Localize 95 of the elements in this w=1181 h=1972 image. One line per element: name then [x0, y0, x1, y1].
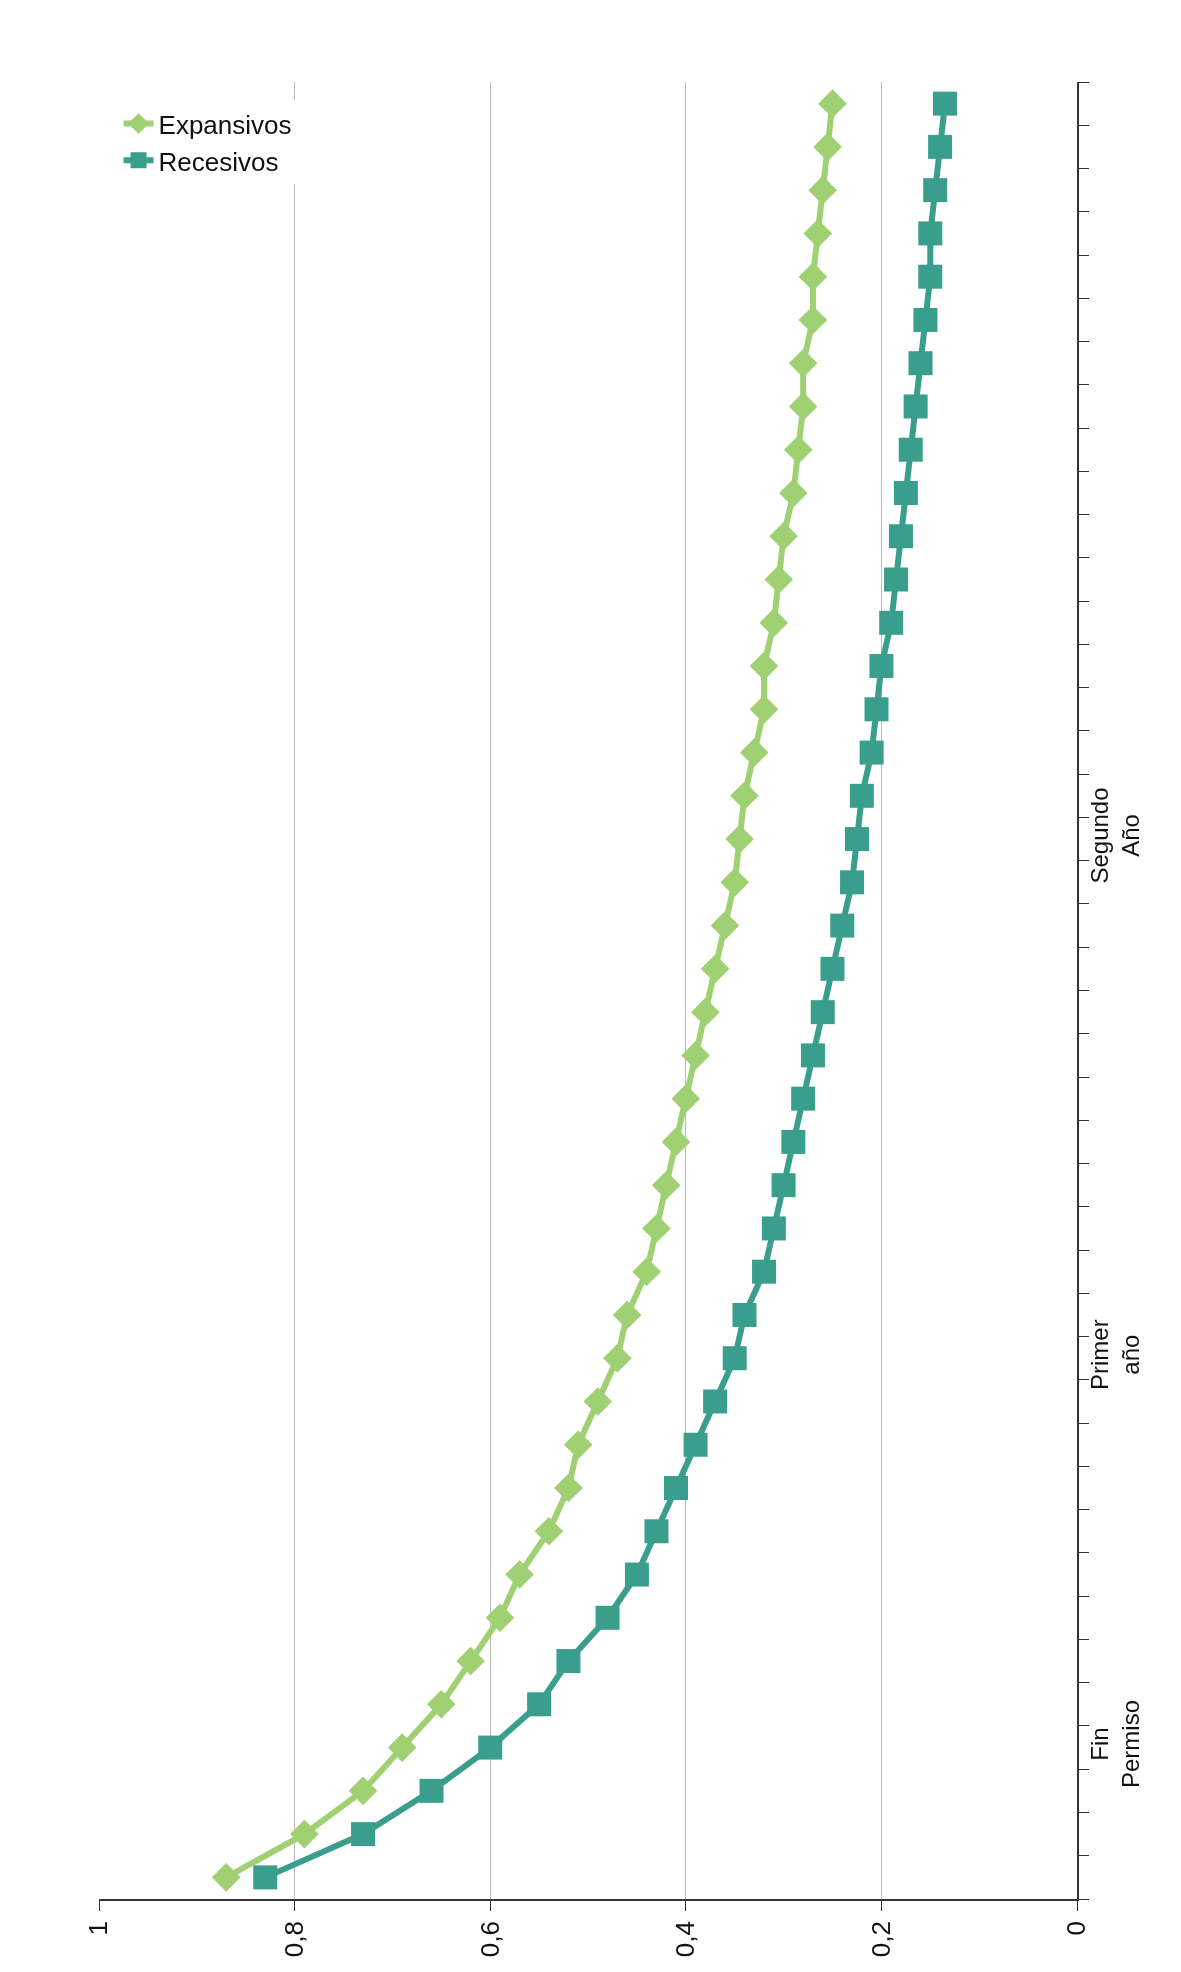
point: [720, 868, 749, 897]
point: [642, 1214, 671, 1243]
point: [864, 697, 889, 722]
point: [879, 610, 904, 635]
point: [759, 608, 789, 638]
point: [427, 1690, 456, 1719]
point: [730, 781, 759, 811]
point: [903, 394, 928, 419]
y-tick-label: Primer año: [1085, 1319, 1144, 1390]
point: [771, 1173, 796, 1198]
point: [800, 1043, 825, 1068]
point: [752, 1259, 777, 1284]
point: [556, 1649, 581, 1674]
point: [725, 824, 754, 854]
point: [818, 89, 847, 118]
point: [703, 1389, 728, 1414]
point: [683, 1432, 708, 1457]
point: [844, 827, 869, 852]
point: [632, 1257, 661, 1286]
x-tick-label: 0,6: [474, 1921, 505, 1958]
point: [918, 264, 943, 289]
point: [928, 134, 953, 159]
point: [612, 1300, 642, 1330]
point: [918, 221, 943, 246]
point: [749, 651, 779, 681]
point: [798, 305, 828, 335]
point: [661, 1127, 691, 1157]
legend-label: Expansivos: [158, 109, 292, 140]
point: [624, 1562, 649, 1587]
point: [813, 132, 842, 162]
point: [387, 1733, 417, 1762]
point: [840, 870, 865, 895]
point: [603, 1343, 632, 1373]
point: [779, 478, 808, 508]
point: [803, 219, 833, 248]
point: [893, 480, 918, 505]
point: [761, 1216, 786, 1241]
point: [783, 435, 813, 465]
point: [505, 1560, 534, 1589]
x-tick-label: 0,2: [865, 1921, 896, 1958]
point: [527, 1692, 552, 1717]
point: [722, 1346, 747, 1371]
x-tick-label: 0: [1061, 1921, 1092, 1936]
point: [791, 1086, 816, 1111]
point: [908, 351, 933, 376]
point: [644, 1519, 669, 1544]
point: [554, 1473, 583, 1503]
point: [898, 437, 923, 462]
point: [651, 1170, 681, 1200]
point: [820, 956, 845, 981]
point: [769, 521, 798, 551]
point: [798, 262, 828, 291]
point: [351, 1822, 376, 1847]
x-tick-label: 1: [83, 1921, 114, 1936]
point: [211, 1863, 241, 1892]
legend-label: Recesivos: [158, 146, 279, 177]
point: [869, 654, 894, 679]
point: [808, 175, 838, 205]
point: [810, 1000, 835, 1025]
point: [764, 565, 794, 594]
point: [710, 911, 740, 940]
point: [749, 695, 779, 724]
y-tick-label: Segundo Año: [1085, 787, 1144, 884]
point: [664, 1476, 689, 1501]
x-tick-label: 0,8: [279, 1921, 310, 1958]
point: [788, 348, 818, 378]
point: [788, 392, 818, 421]
y-tick-label: Fin Permiso: [1085, 1699, 1144, 1788]
point: [671, 1084, 701, 1113]
point: [732, 1302, 757, 1327]
point: [849, 783, 874, 808]
point: [913, 307, 938, 332]
point: [700, 954, 730, 984]
point: [888, 524, 913, 549]
point: [563, 1430, 593, 1460]
point: [348, 1776, 378, 1806]
point: [419, 1778, 444, 1803]
x-tick-label: 0,4: [670, 1921, 701, 1958]
point: [830, 913, 855, 938]
point: [691, 997, 720, 1027]
point: [681, 1041, 710, 1070]
point: [456, 1646, 485, 1676]
point: [534, 1516, 564, 1546]
point: [781, 1129, 806, 1154]
point: [478, 1735, 503, 1760]
point: [932, 91, 957, 116]
point: [253, 1865, 278, 1890]
point: [583, 1387, 613, 1416]
point: [884, 567, 909, 592]
point: [859, 740, 884, 765]
point: [595, 1605, 620, 1630]
point: [485, 1603, 515, 1633]
point: [739, 738, 769, 767]
point: [923, 178, 948, 203]
point: [290, 1819, 319, 1849]
